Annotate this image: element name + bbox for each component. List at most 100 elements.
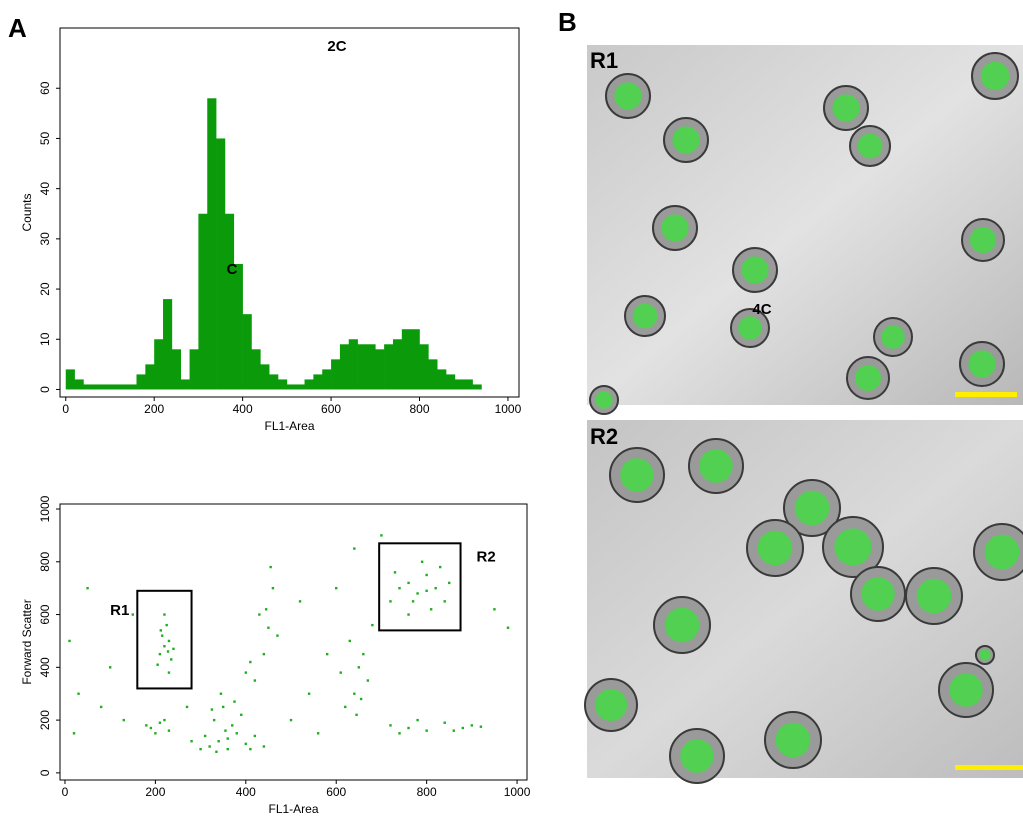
image-label: R1 bbox=[590, 48, 618, 73]
annotation: 2C bbox=[327, 38, 346, 55]
point bbox=[240, 713, 243, 717]
point bbox=[159, 629, 163, 632]
y-tick-label: 10 bbox=[38, 332, 52, 346]
y-tick-label: 400 bbox=[38, 657, 52, 677]
point bbox=[154, 732, 157, 735]
cell-nucleus bbox=[979, 649, 991, 661]
cell-nucleus bbox=[738, 316, 762, 340]
x-tick-label: 400 bbox=[236, 785, 256, 799]
point bbox=[208, 745, 211, 748]
point bbox=[264, 608, 268, 611]
cell-nucleus bbox=[614, 82, 642, 110]
point bbox=[389, 724, 392, 727]
point bbox=[407, 613, 410, 616]
image-label: R2 bbox=[590, 424, 618, 449]
point bbox=[434, 586, 437, 590]
y-tick-label: 0 bbox=[38, 769, 52, 776]
cell-nucleus bbox=[968, 350, 996, 378]
bar bbox=[419, 344, 429, 390]
point bbox=[244, 742, 248, 746]
point bbox=[416, 592, 419, 595]
bar bbox=[171, 349, 182, 390]
bar bbox=[233, 263, 243, 390]
point bbox=[163, 718, 166, 722]
point bbox=[244, 671, 248, 674]
bar bbox=[216, 138, 226, 390]
bar bbox=[92, 384, 102, 390]
point bbox=[335, 586, 338, 590]
cell-nucleus bbox=[757, 530, 793, 566]
cell-nucleus bbox=[664, 607, 700, 643]
panel-label: A bbox=[8, 13, 27, 43]
point bbox=[425, 573, 428, 577]
y-tick-label: 800 bbox=[38, 551, 52, 571]
bar bbox=[410, 329, 420, 390]
point bbox=[429, 608, 433, 611]
bar bbox=[83, 384, 93, 390]
cell-nucleus bbox=[949, 673, 983, 707]
point bbox=[325, 652, 329, 656]
cell-nucleus bbox=[595, 391, 613, 409]
bar bbox=[118, 384, 128, 390]
point bbox=[99, 705, 103, 709]
point bbox=[86, 586, 89, 590]
bar bbox=[145, 364, 155, 390]
y-tick-label: 50 bbox=[38, 131, 52, 145]
point bbox=[452, 729, 455, 732]
bar bbox=[269, 374, 279, 390]
point bbox=[226, 737, 229, 740]
point bbox=[425, 729, 428, 732]
cell-nucleus bbox=[881, 325, 905, 349]
cell-nucleus bbox=[980, 61, 1010, 91]
point bbox=[371, 623, 374, 627]
point bbox=[420, 560, 424, 563]
point bbox=[269, 565, 272, 569]
cell-nucleus bbox=[854, 364, 882, 392]
y-tick-label: 30 bbox=[38, 232, 52, 246]
bar bbox=[198, 213, 208, 390]
point bbox=[355, 713, 358, 717]
point bbox=[163, 645, 166, 648]
point bbox=[185, 705, 189, 709]
bar bbox=[437, 369, 447, 390]
point bbox=[357, 666, 361, 669]
point bbox=[249, 660, 252, 664]
point bbox=[416, 718, 419, 722]
point bbox=[353, 547, 356, 550]
point bbox=[190, 740, 193, 743]
point bbox=[249, 747, 252, 751]
point bbox=[276, 634, 279, 637]
point bbox=[224, 729, 227, 732]
point bbox=[393, 571, 397, 574]
point bbox=[145, 724, 148, 727]
y-axis-label: Counts bbox=[20, 193, 34, 231]
point bbox=[210, 708, 214, 711]
y-tick-label: 60 bbox=[38, 81, 52, 95]
cell-nucleus bbox=[680, 739, 714, 773]
point bbox=[359, 697, 363, 701]
bar bbox=[331, 359, 341, 390]
gate bbox=[136, 589, 193, 690]
point bbox=[212, 718, 216, 722]
point bbox=[158, 652, 162, 656]
annotation: 4C bbox=[752, 301, 771, 318]
bar bbox=[136, 374, 146, 390]
bar bbox=[286, 384, 296, 390]
x-axis-label: FL1-Area bbox=[268, 802, 318, 816]
point bbox=[163, 613, 166, 616]
bar bbox=[401, 329, 411, 390]
gate-label: R2 bbox=[477, 548, 496, 565]
point bbox=[235, 732, 238, 735]
bar bbox=[357, 344, 367, 390]
y-tick-label: 600 bbox=[38, 604, 52, 624]
annotation: C bbox=[227, 261, 238, 278]
cell-nucleus bbox=[699, 449, 733, 483]
point bbox=[470, 724, 474, 727]
cell-nucleus bbox=[632, 303, 658, 329]
point bbox=[407, 726, 410, 730]
point bbox=[131, 613, 134, 616]
point bbox=[443, 721, 446, 724]
bar bbox=[109, 384, 120, 390]
bar bbox=[242, 314, 252, 390]
